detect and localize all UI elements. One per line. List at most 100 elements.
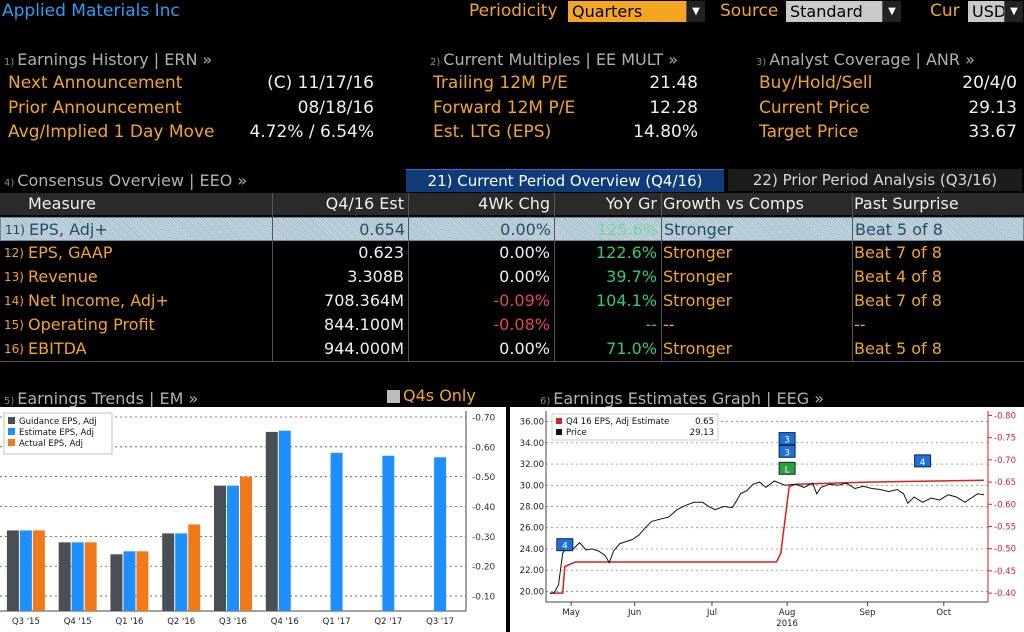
cell-est: 944.000M — [324, 339, 404, 358]
earnings-graph-header[interactable]: 6) Earnings Estimates Graph | EEG » — [540, 389, 825, 408]
bar-guidance[interactable] — [265, 431, 278, 611]
bar-estimate[interactable] — [123, 551, 136, 611]
currency-chevron-icon[interactable]: ▼ — [1004, 1, 1023, 22]
earnings-trends-header[interactable]: 5) Earnings Trends | EM » — [4, 389, 199, 408]
cell-chg: 0.00% — [499, 243, 550, 262]
analyst-coverage-header[interactable]: 3) Analyst Coverage | ANR » — [756, 50, 975, 69]
column-header[interactable]: Growth vs Comps — [663, 194, 804, 213]
price-line[interactable] — [549, 480, 985, 594]
bar-actual[interactable] — [84, 542, 97, 611]
table-bottom-border — [0, 361, 1024, 362]
consensus-overview-header[interactable]: 4) Consensus Overview | EEO » — [4, 171, 248, 190]
source-label: Source — [720, 1, 779, 21]
cell-surprise: -- — [854, 315, 866, 334]
column-header[interactable]: Q4/16 Est — [325, 194, 404, 213]
row-label: Target Price — [759, 122, 859, 142]
bar-estimate[interactable] — [227, 485, 239, 611]
x-year-label: 2016 — [776, 619, 798, 629]
column-header[interactable]: 4Wk Chg — [478, 194, 550, 213]
event-marker-box[interactable] — [914, 454, 932, 468]
bar-estimate[interactable] — [330, 452, 343, 611]
bar-guidance[interactable] — [58, 542, 71, 611]
event-marker[interactable]: 4 — [556, 538, 574, 552]
event-marker-box[interactable] — [778, 461, 796, 475]
currency-dropdown[interactable]: USD — [968, 1, 1006, 22]
earnings-history-header[interactable]: 1) Earnings History | ERN » — [4, 50, 213, 69]
tab-prior-period-analysis[interactable]: 22) Prior Period Analysis (Q3/16) — [728, 169, 1022, 191]
y-left-tick-label: 32.00 — [520, 460, 544, 470]
cell-growth: Stronger — [663, 291, 733, 310]
bar-actual[interactable] — [188, 524, 201, 611]
bar-estimate[interactable] — [278, 430, 291, 611]
event-marker-box[interactable] — [778, 444, 796, 458]
q4s-only-label[interactable]: Q4s Only — [403, 386, 476, 405]
event-marker[interactable]: L — [778, 461, 796, 475]
current-multiples-header[interactable]: 2) Current Multiples | EE MULT » — [430, 50, 679, 69]
bar-estimate[interactable] — [19, 530, 32, 611]
bar-guidance[interactable] — [6, 530, 19, 611]
event-marker[interactable]: 3 — [778, 432, 796, 446]
cell-chg: -0.08% — [493, 315, 550, 334]
event-marker[interactable]: 4 — [914, 454, 932, 468]
x-tick-label: Oct — [936, 608, 951, 618]
q4s-only-checkbox[interactable] — [387, 390, 400, 403]
table-header: Measure Q4/16 Est 4Wk Chg YoY Gr Growth vs C… — [0, 193, 1024, 215]
bar-guidance[interactable] — [110, 554, 123, 611]
tab-current-period-overview[interactable]: 21) Current Period Overview (Q4/16) — [406, 169, 724, 192]
source-chevron-icon[interactable]: ▼ — [882, 1, 901, 22]
table-row[interactable]: 14) Net Income, Adj+ 708.364M -0.09% 104.1% S… — [0, 289, 1024, 313]
y-right-tick-label: -0.40 — [994, 589, 1016, 599]
event-marker[interactable]: 3 — [778, 444, 796, 458]
x-tick-label: Q4 '16 — [271, 617, 299, 627]
table-row[interactable]: 15) Operating Profit 844.100M -0.08% -- -- -- — [0, 313, 1024, 337]
periodicity-chevron-icon[interactable]: ▼ — [686, 1, 705, 22]
column-header[interactable]: Past Surprise — [854, 194, 959, 213]
source-dropdown[interactable]: Standard — [786, 1, 882, 22]
table-row[interactable]: 16) EBITDA 944.000M 0.00% 71.0% Stronger Beat … — [0, 337, 1024, 361]
column-header[interactable]: YoY Gr — [605, 194, 657, 213]
bar-actual[interactable] — [136, 551, 149, 611]
legend-box — [551, 413, 719, 441]
bar-actual[interactable] — [32, 530, 45, 611]
column-divider — [272, 193, 273, 361]
cell-yoy: 39.7% — [606, 267, 657, 286]
bar-guidance[interactable] — [162, 533, 175, 611]
bar-estimate[interactable] — [434, 457, 447, 611]
y-right-tick-label: -0.70 — [994, 456, 1016, 466]
company-name: Applied Materials Inc — [2, 1, 180, 21]
column-header[interactable]: Measure — [28, 194, 96, 213]
bar-estimate[interactable] — [71, 542, 84, 611]
row-label: Est. LTG (EPS) — [433, 122, 552, 142]
cell-est: 708.364M — [324, 291, 404, 310]
chart-legend: Q4 16 EPS, Adj Estimate 0.65 Price 29.13 — [551, 413, 719, 441]
event-marker-label: 4 — [562, 542, 568, 552]
y-right-tick-label: -0.50 — [994, 545, 1016, 555]
cell-est: 0.654 — [359, 220, 405, 239]
row-value: 21.48 — [649, 73, 698, 93]
cell-measure: Net Income, Adj+ — [28, 291, 169, 310]
row-label: Prior Announcement — [8, 97, 182, 118]
periodicity-dropdown[interactable]: Quarters — [568, 1, 686, 22]
bar-actual[interactable] — [240, 476, 252, 611]
legend-label: Estimate EPS, Adj — [19, 428, 94, 438]
cell-est: 3.308B — [347, 267, 404, 286]
legend-label: Price — [566, 428, 587, 438]
row-value: 4.72% / 6.54% — [249, 122, 374, 142]
row-value: 29.13 — [968, 97, 1017, 118]
table-row[interactable]: 11) EPS, Adj+ 0.654 0.00% 125.6% Stronger Beat… — [0, 217, 1024, 241]
bar-estimate[interactable] — [382, 455, 395, 611]
legend-box — [3, 412, 113, 455]
x-tick-label: Jun — [627, 608, 641, 618]
cell-surprise: Beat 5 of 8 — [855, 220, 943, 239]
bar-estimate[interactable] — [175, 533, 188, 611]
current-multiples-row: Est. LTG (EPS) 14.80% — [433, 122, 698, 146]
legend-value: 0.65 — [695, 417, 714, 427]
y-left-tick-label: 36.00 — [520, 418, 544, 428]
table-row[interactable]: 12) EPS, GAAP 0.623 0.00% 122.6% Stronger Beat… — [0, 241, 1024, 265]
cell-growth: Stronger — [664, 220, 734, 239]
event-marker-box[interactable] — [556, 538, 574, 552]
event-marker-box[interactable] — [778, 432, 796, 446]
bar-guidance[interactable] — [214, 485, 226, 611]
earnings-history-row: Avg/Implied 1 Day Move 4.72% / 6.54% — [8, 122, 374, 146]
table-row[interactable]: 13) Revenue 3.308B 0.00% 39.7% Stronger Beat 4… — [0, 265, 1024, 289]
